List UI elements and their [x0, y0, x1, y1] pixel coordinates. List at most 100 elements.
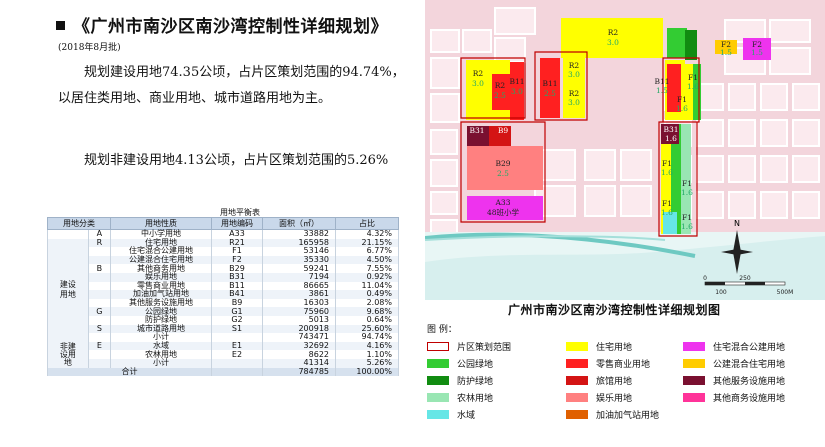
category-code — [87, 315, 112, 325]
legend-item: 加油加气站用地 — [566, 408, 659, 421]
table-row: 公建混合住宅用地 F2 35330 4.50% — [48, 256, 399, 265]
plot-ratio: 1.6 — [661, 168, 673, 177]
total-area: 784785 — [262, 367, 336, 377]
table-header-row: 用地分类 用地性质 用地编码 面积（㎡） 占比 — [47, 217, 399, 230]
plot-ratio: 48班小学 — [487, 207, 520, 217]
land-ratio: 9.68% — [335, 307, 399, 316]
land-ratio: 2.08% — [335, 299, 399, 308]
plot-label: F1 — [677, 95, 687, 104]
group-nonbuild-land: 非建 设用 地 — [47, 341, 89, 368]
plot-ratio: 1.6 — [661, 208, 673, 217]
legend-swatch — [427, 359, 449, 368]
category-code — [87, 247, 112, 256]
plot-ratio: 1.5 — [720, 48, 732, 57]
planning-map: R2 3.0 R2 3.0 R2 2.5 B11 3.0 B11 2.5 R2 … — [425, 0, 825, 300]
header-category: 用地分类 — [47, 217, 111, 230]
plot-label: R2 — [569, 61, 580, 70]
plot-label: F1 — [662, 159, 672, 168]
plot-f2-b — [743, 38, 771, 60]
total-label: 合计 — [47, 367, 212, 377]
legend-swatch — [566, 393, 588, 402]
legend-swatch — [683, 359, 705, 368]
table-row: 农林用地 E2 8622 1.10% — [48, 350, 399, 359]
plot-b11-centre — [540, 58, 560, 118]
category-code — [87, 333, 112, 342]
legend-label: 旅馆用地 — [596, 377, 633, 387]
plot-ratio: 1.6 — [681, 188, 693, 197]
table-row: 零售商业用地 B11 86665 11.04% — [48, 282, 399, 291]
plot-label: R2 — [495, 81, 506, 90]
category-code: A — [87, 229, 112, 239]
planning-boundary — [460, 51, 700, 237]
legend-label: 住宅用地 — [596, 343, 633, 353]
plot-label: F1 — [682, 179, 692, 188]
legend-swatch — [566, 410, 588, 419]
land-code — [211, 358, 263, 368]
table-row: 娱乐用地 B31 7194 0.92% — [48, 273, 399, 282]
table-row: G 公园绿地 G1 75960 9.68% — [48, 307, 399, 316]
plot-label: F2 — [721, 40, 731, 49]
legend-label: 其他商务设施用地 — [713, 394, 786, 404]
land-ratio: 0.92% — [335, 273, 399, 282]
plot-b11-east — [667, 64, 681, 112]
group-build-land: 建设 用地 — [47, 238, 89, 342]
legend-swatch — [427, 410, 449, 419]
land-ratio: 6.77% — [335, 247, 399, 256]
legend-item: 住宅混合公建用地 — [683, 340, 785, 353]
legend-swatch — [427, 376, 449, 385]
plot-ratio: 2.5 — [494, 91, 506, 100]
plot-b9 — [489, 126, 511, 146]
legend-swatch — [566, 359, 588, 368]
water-patch — [663, 212, 677, 234]
land-code: S1 — [211, 325, 263, 334]
compass-icon: N — [721, 219, 753, 274]
table-row: 小计 743471 94.74% — [48, 333, 399, 342]
land-ratio: 7.55% — [335, 264, 399, 273]
table-row: A 中小学用地 A33 33882 4.32% — [47, 229, 399, 239]
legend-item: 公园绿地 — [427, 357, 493, 370]
land-ratio: 4.50% — [335, 256, 399, 265]
plot-label: F1 — [662, 199, 672, 208]
green-strip — [681, 124, 691, 234]
land-ratio: 25.60% — [335, 325, 399, 334]
approval-date: (2018年8月批) — [58, 43, 121, 53]
scale-tick: 500M — [777, 289, 794, 296]
legend-label: 公园绿地 — [457, 360, 494, 370]
table-total-row: 合计 784785 100.00% — [47, 367, 399, 377]
plot-ratio: 1.5 — [751, 48, 763, 57]
plot-label: B29 — [495, 159, 510, 168]
scale-tick: 250 — [739, 275, 751, 282]
land-ratio: 11.04% — [335, 282, 399, 291]
map-title: 广州市南沙区南沙湾控制性详细规划图 — [508, 303, 721, 317]
scale-tick: 0 — [703, 275, 707, 282]
total-ratio: 100.00% — [335, 367, 399, 377]
table-row: B 其他商务用地 B29 59241 7.55% — [48, 264, 399, 273]
plot-a33 — [467, 196, 543, 220]
plot-ratio: 1.6 — [681, 222, 693, 231]
table-row: 加油加气站用地 B41 3861 0.49% — [48, 290, 399, 299]
paragraph-nonbuild-land: 规划非建设用地4.13公顷，占片区策划范围的5.26% — [84, 153, 389, 168]
category-code: B — [87, 264, 112, 273]
plot-ratio: 3.0 — [568, 98, 580, 107]
category-code — [87, 290, 112, 299]
legend-label: 防护绿地 — [457, 377, 494, 387]
legend-swatch — [566, 376, 588, 385]
plot-ratio: 1.6 — [676, 104, 688, 113]
plot-r2-red — [492, 74, 510, 110]
category-code — [87, 298, 112, 308]
land-ratio: 0.49% — [335, 290, 399, 299]
category-code: E — [87, 342, 112, 351]
legend-item: 旅馆用地 — [566, 374, 632, 387]
plot-label: B11 — [542, 79, 557, 88]
riverbank-light — [425, 235, 666, 241]
category-code — [87, 358, 112, 368]
category-code — [87, 255, 112, 265]
land-ratio: 4.16% — [335, 342, 399, 351]
legend-heading: 图 例： — [427, 325, 457, 335]
scale-bar: 0 100 250 500M — [703, 275, 793, 296]
plot-b11-west — [510, 62, 524, 120]
land-ratio: 4.32% — [335, 229, 399, 239]
plot-b31 — [467, 126, 489, 146]
plot-label: B9 — [498, 126, 509, 135]
legend-label: 住宅混合公建用地 — [713, 343, 786, 353]
